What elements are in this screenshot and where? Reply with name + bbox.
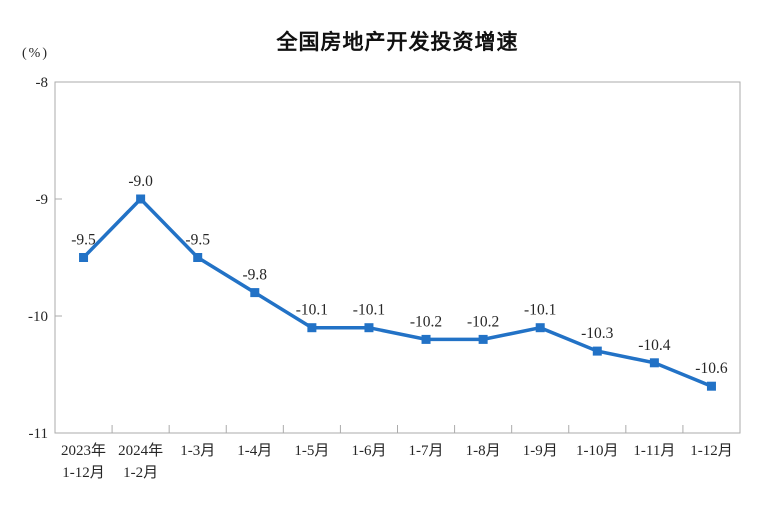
data-point-marker xyxy=(136,194,146,204)
data-point-label: -10.4 xyxy=(638,337,671,354)
x-axis-tick-label: 1-5月 xyxy=(294,443,329,459)
data-point-marker xyxy=(706,381,716,391)
data-point-marker xyxy=(421,334,431,344)
data-point-label: -10.6 xyxy=(695,360,728,377)
data-point-label: -9.0 xyxy=(128,173,153,190)
y-axis-unit-label: (%) xyxy=(22,46,49,61)
y-axis-tick-label: -10 xyxy=(28,309,48,325)
data-point-label: -9.8 xyxy=(243,267,268,284)
data-point-marker xyxy=(478,334,488,344)
data-point-marker xyxy=(250,288,260,298)
data-point-marker xyxy=(592,346,602,356)
data-point-label: -10.2 xyxy=(410,313,442,330)
y-axis-tick-label: -8 xyxy=(36,75,49,91)
x-axis-tick-label: 1-2月 xyxy=(123,465,158,481)
x-axis-tick-label: 1-7月 xyxy=(409,443,444,459)
data-point-marker xyxy=(79,253,89,262)
data-point-marker xyxy=(649,358,659,368)
data-point-marker xyxy=(535,323,545,333)
data-point-marker xyxy=(193,253,203,262)
x-axis-tick-label: 1-10月 xyxy=(576,443,619,459)
x-axis-tick-label: 1-4月 xyxy=(237,443,272,459)
x-axis-tick-label: 1-3月 xyxy=(180,443,215,459)
y-axis-tick-label: -11 xyxy=(29,426,48,442)
data-point-marker xyxy=(364,323,374,333)
x-axis-tick-label: 1-11月 xyxy=(633,443,675,459)
series-line xyxy=(82,196,713,388)
data-point-label: -10.3 xyxy=(581,325,614,342)
data-point-label: -9.5 xyxy=(185,232,210,249)
y-axis-tick-label: -9 xyxy=(36,192,49,208)
x-axis-tick-label: 2024年 xyxy=(118,442,163,459)
x-axis-tick-label: 1-9月 xyxy=(523,443,558,459)
data-point-label: -9.5 xyxy=(71,232,96,249)
data-point-label: -10.1 xyxy=(296,302,328,319)
x-axis-tick-label: 2023年 xyxy=(61,442,106,459)
x-axis-tick-label: 1-12月 xyxy=(690,443,733,459)
x-axis-tick-label: 1-12月 xyxy=(62,465,105,481)
x-axis-tick-label: 1-8月 xyxy=(466,443,501,459)
data-point-label: -10.1 xyxy=(524,302,556,319)
data-point-label: -10.1 xyxy=(353,302,385,319)
data-point-marker xyxy=(307,323,317,333)
chart-title: 全国房地产开发投资增速 xyxy=(276,31,519,54)
plot-border xyxy=(54,81,741,434)
x-axis-tick-label: 1-6月 xyxy=(351,443,386,459)
data-point-label: -10.2 xyxy=(467,313,499,330)
